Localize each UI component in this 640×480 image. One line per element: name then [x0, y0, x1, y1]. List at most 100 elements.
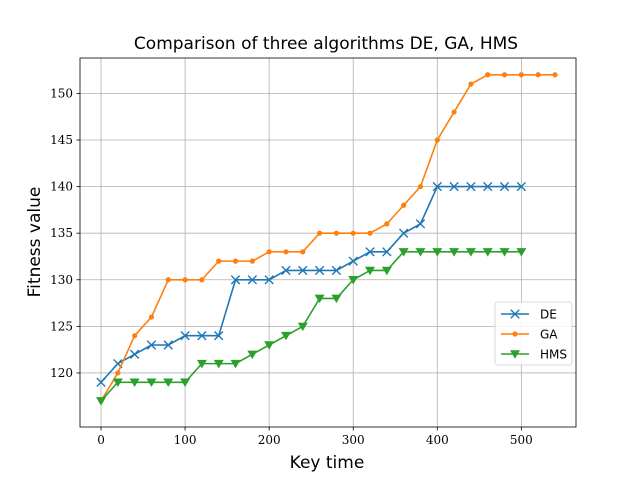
- chart-title: Comparison of three algorithms DE, GA, H…: [134, 34, 518, 54]
- data-point-de: [314, 265, 325, 276]
- data-point-de: [281, 265, 291, 276]
- data-point-ga: [266, 249, 272, 255]
- data-point-hms: [213, 359, 224, 369]
- data-point-hms: [516, 248, 527, 257]
- data-point-de: [146, 340, 157, 350]
- data-point-hms: [297, 322, 308, 332]
- data-point-hms: [348, 276, 359, 285]
- data-point-de: [331, 265, 342, 276]
- y-axis-label: Fitness value: [25, 187, 45, 298]
- data-point-de: [129, 349, 140, 360]
- data-point-hms: [146, 378, 157, 388]
- data-point-de: [483, 181, 493, 192]
- data-point-ga: [132, 333, 138, 339]
- x-tick-label: 100: [174, 433, 197, 447]
- data-point-hms: [247, 350, 258, 360]
- data-point-hms: [365, 266, 376, 276]
- data-point-hms: [264, 341, 275, 350]
- data-point-ga: [451, 109, 457, 115]
- x-tick-label: 500: [510, 433, 533, 447]
- y-tick-label: 140: [50, 180, 73, 194]
- data-point-ga: [518, 72, 524, 78]
- data-point-de: [197, 330, 207, 341]
- data-point-de: [214, 330, 224, 341]
- data-point-ga: [485, 72, 491, 78]
- axis-ticks: 0 100 200 300 400 500 120 125 130 135 140 145 150: [50, 86, 533, 447]
- legend-marker-de: [510, 309, 520, 319]
- data-point-ga: [350, 230, 356, 236]
- data-point-hms: [112, 378, 123, 388]
- data-point-ga: [552, 72, 558, 78]
- x-tick-label: 300: [342, 433, 365, 447]
- data-point-de: [415, 219, 426, 229]
- data-point-ga: [501, 72, 508, 78]
- x-axis-label: Key time: [290, 453, 365, 473]
- series-line-ga: [100, 73, 555, 402]
- y-tick-label: 150: [50, 86, 73, 100]
- data-point-hms: [415, 248, 426, 257]
- data-point-ga: [249, 258, 255, 264]
- data-point-ga: [199, 277, 205, 283]
- data-point-ga: [283, 249, 289, 255]
- y-tick-label: 125: [50, 319, 73, 333]
- x-tick-label: 0: [97, 433, 105, 447]
- data-point-hms: [180, 378, 191, 388]
- data-point-ga: [115, 370, 121, 376]
- data-point-de: [230, 275, 241, 285]
- data-point-hms: [499, 248, 510, 257]
- legend-marker-hms: [510, 350, 520, 359]
- data-point-ga: [300, 249, 306, 255]
- data-point-ga: [165, 277, 171, 283]
- data-point-ga: [333, 230, 340, 236]
- data-point-de: [499, 181, 510, 192]
- data-point-de: [96, 377, 106, 387]
- data-point-ga: [216, 258, 222, 264]
- y-tick-label: 120: [50, 366, 73, 380]
- data-point-hms: [381, 266, 392, 276]
- data-point-hms: [398, 248, 409, 257]
- data-point-de: [247, 275, 258, 285]
- data-point-ga: [232, 258, 239, 264]
- data-point-de: [432, 181, 442, 192]
- y-tick-label: 135: [50, 226, 73, 240]
- legend-label-hms: HMS: [540, 348, 567, 362]
- data-point-hms: [230, 359, 241, 369]
- y-tick-label: 130: [50, 273, 73, 287]
- data-point-de: [180, 330, 190, 341]
- y-tick-label: 145: [50, 133, 73, 147]
- plot-frame: [79, 57, 577, 428]
- data-point-hms: [449, 248, 460, 257]
- data-point-de: [348, 256, 358, 266]
- grid: [80, 58, 576, 427]
- data-point-ga: [535, 72, 541, 78]
- legend-label-ga: GA: [540, 328, 558, 342]
- data-point-de: [298, 265, 308, 276]
- data-point-de: [466, 181, 476, 192]
- data-point-de: [516, 181, 527, 192]
- legend-label-de: DE: [540, 308, 557, 322]
- data-point-hms: [163, 378, 174, 388]
- data-point-hms: [314, 294, 325, 304]
- data-point-ga: [417, 183, 424, 190]
- data-point-ga: [384, 221, 390, 227]
- data-point-hms: [129, 378, 140, 388]
- series-line-de: [100, 185, 522, 383]
- data-point-de: [163, 340, 173, 350]
- data-point-de: [449, 181, 459, 192]
- data-point-hms: [465, 248, 476, 257]
- legend: DE GA HMS: [494, 301, 573, 366]
- data-point-ga: [148, 314, 155, 320]
- data-point-ga: [316, 230, 323, 236]
- plot-series: [96, 72, 558, 406]
- data-point-ga: [401, 202, 407, 208]
- data-point-de: [264, 275, 274, 285]
- data-point-ga: [434, 137, 440, 143]
- data-point-hms: [96, 397, 107, 406]
- data-point-hms: [432, 248, 443, 257]
- data-point-ga: [367, 230, 373, 236]
- data-point-hms: [331, 294, 342, 304]
- series-line-hms: [100, 251, 522, 402]
- data-point-hms: [280, 331, 291, 341]
- legend-box: [494, 301, 573, 366]
